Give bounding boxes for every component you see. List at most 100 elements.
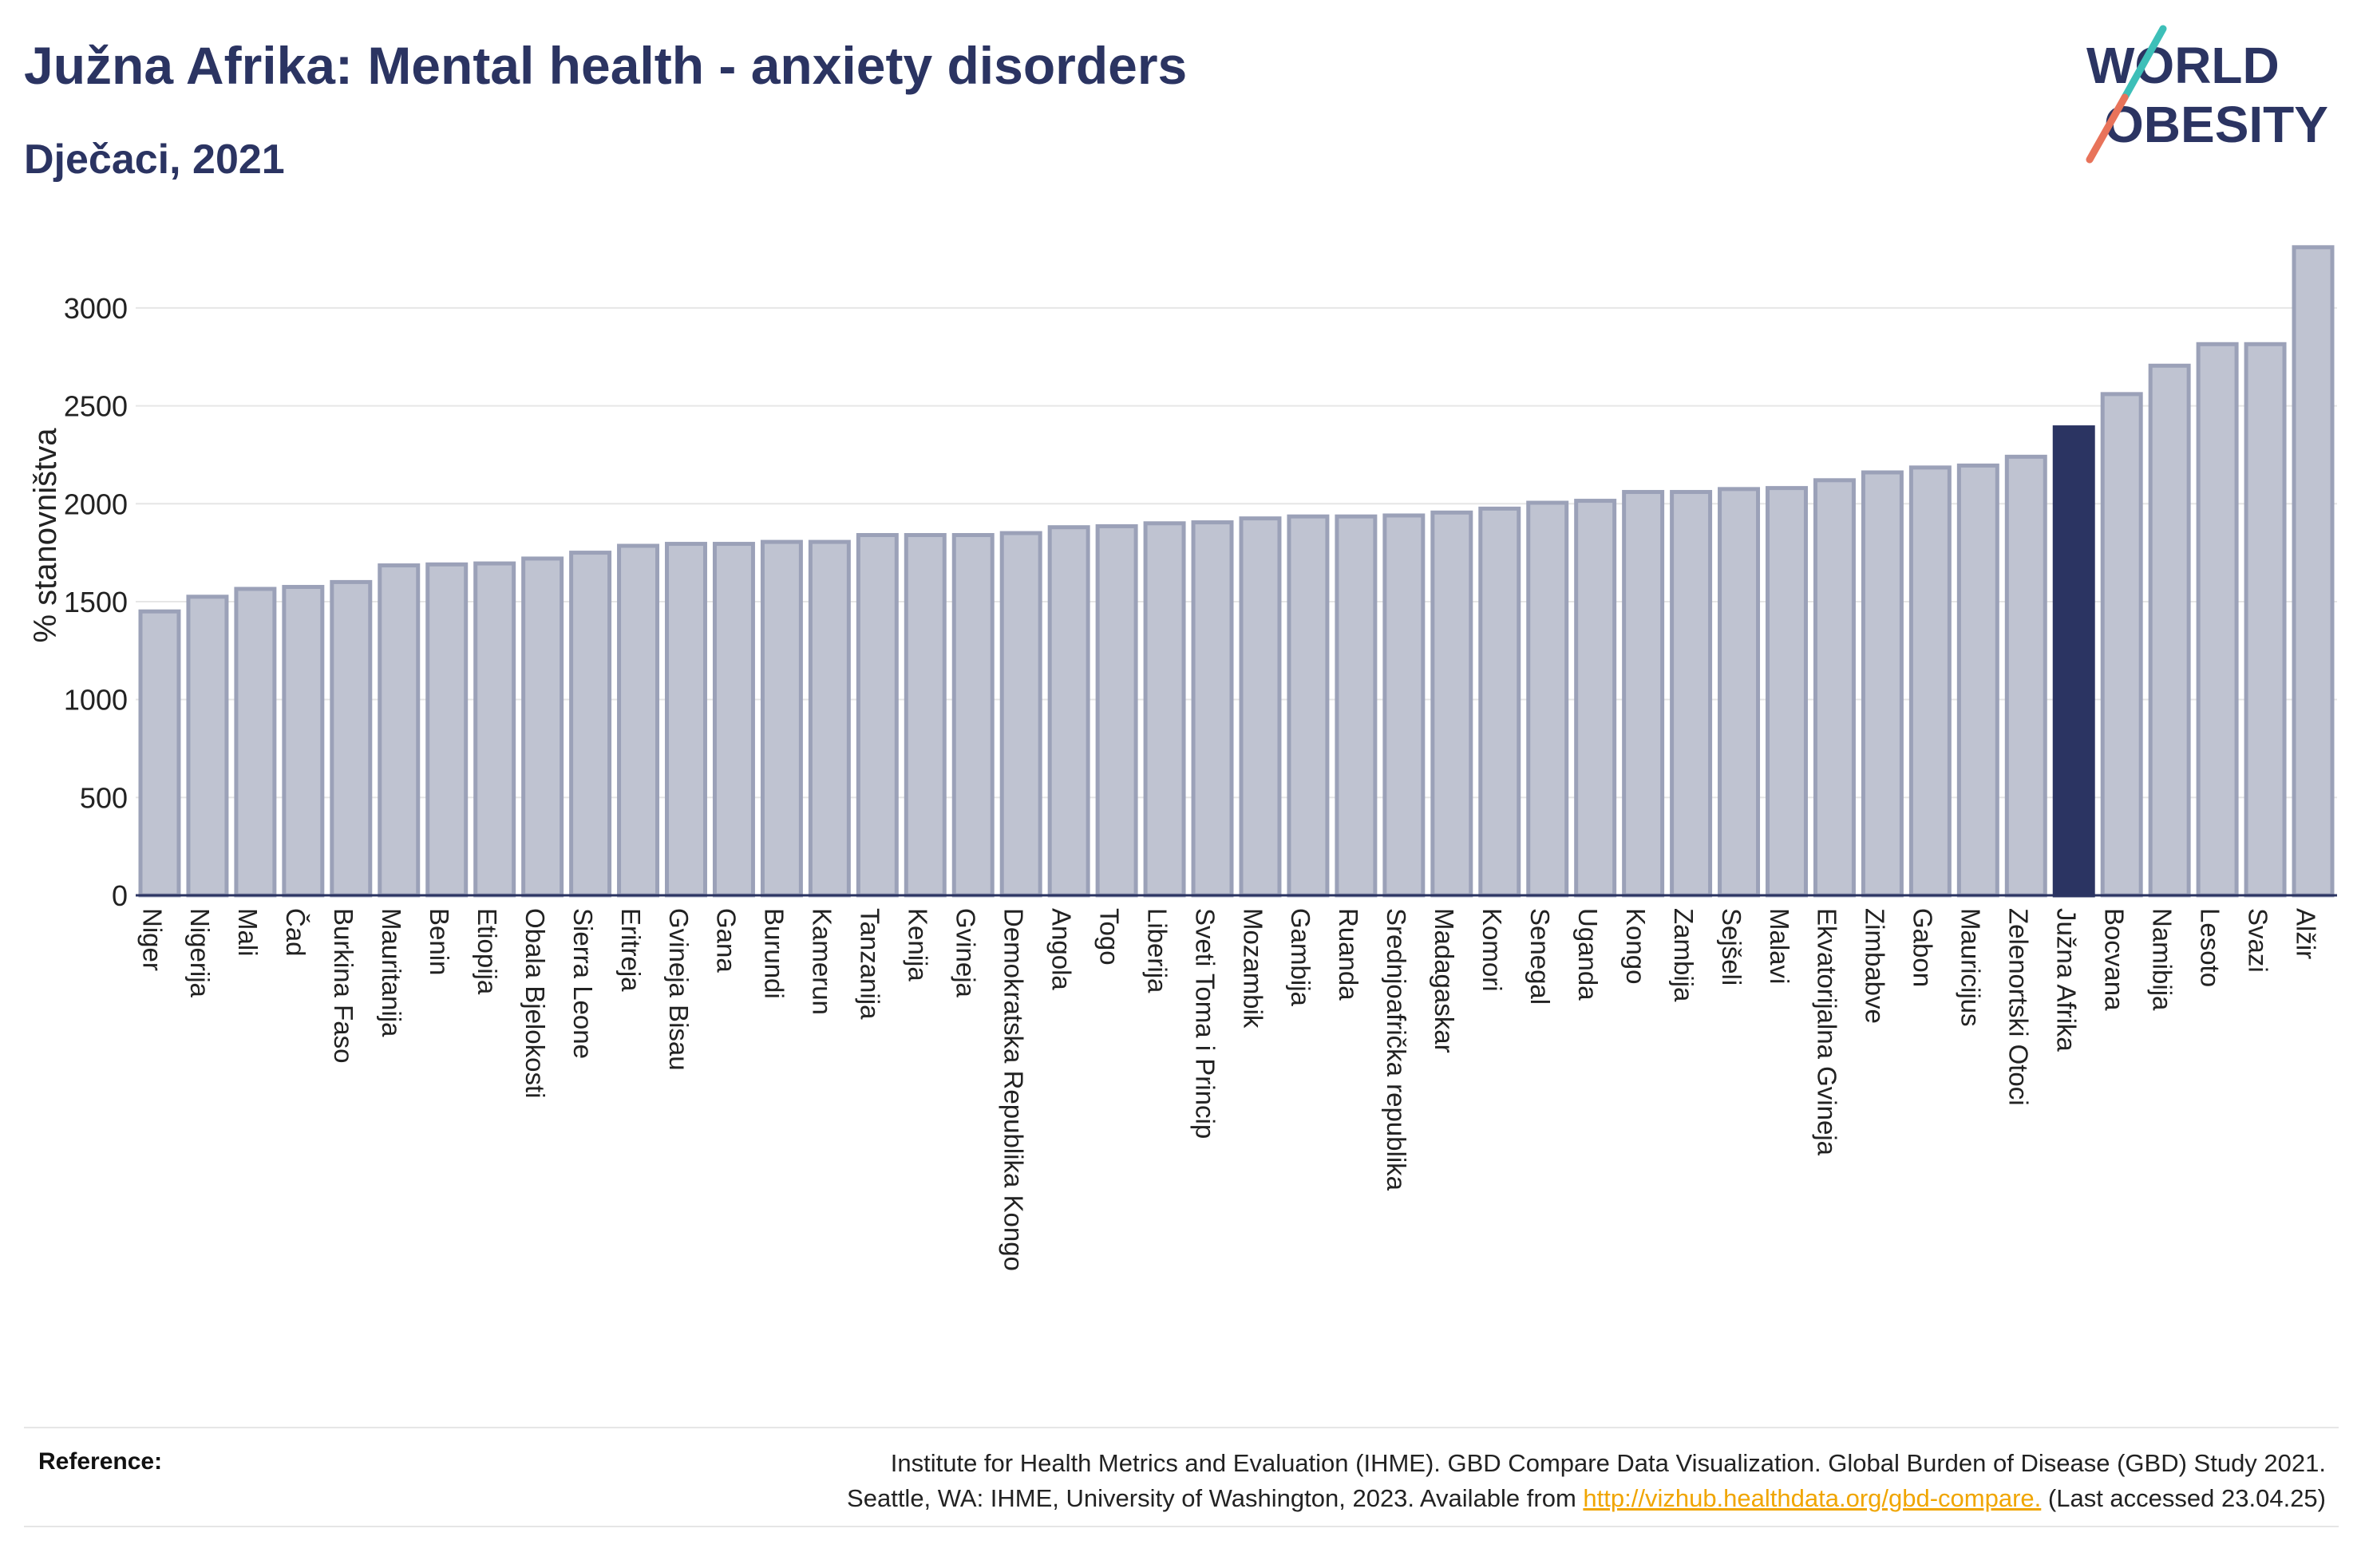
x-tick-label: Čad [281,908,310,957]
x-tick-label: Mali [233,908,263,957]
x-tick-label: Mozambik [1238,908,1268,1029]
bar-alžir [2292,245,2335,898]
bar-togo [1095,523,1138,898]
x-tick-label: Svazi [2243,908,2272,973]
logo-line1: WORLD [2086,37,2280,94]
chart-title: Južna Afrika: Mental health - anxiety di… [24,36,1188,95]
x-tick-label: Namibija [2147,908,2177,1011]
x-tick-label: Zelenortski Otoci [2004,908,2034,1106]
x-tick-label: Nigerija [185,908,215,998]
bar-kenija [904,533,947,898]
x-tick-label: Niger [137,908,167,971]
logo-slash-coral [2086,93,2129,164]
bar-ekvatorijalna-gvineja [1813,478,1856,898]
bar-mauricijus [1956,463,1999,898]
reference-text: Institute for Health Metrics and Evaluat… [847,1446,2326,1516]
x-tick-label: Komori [1477,908,1507,992]
reference-link[interactable]: http://vizhub.healthdata.org/gbd-compare… [1583,1484,2042,1512]
bar-niger [138,609,181,898]
x-tick-label: Južna Afrika [2052,908,2082,1052]
x-tick-label: Madagaskar [1430,908,1459,1053]
x-tick-label: Burundi [760,908,789,999]
x-tick-label: Uganda [1573,908,1603,1001]
bar-namibija [2148,363,2191,898]
bar-gana [712,542,755,898]
x-tick-label: Gvineja Bisau [664,908,694,1071]
bar-gabon [1908,465,1952,898]
reference-bottom-divider [24,1526,2339,1527]
bar-sveti-toma-i-princip [1191,520,1234,898]
bar-gvineja [951,533,995,898]
bar-benin [425,562,469,898]
x-tick-label: Benin [425,908,454,975]
y-tick-label: 1500 [64,586,128,618]
x-tick-label: Sejšeli [1717,908,1746,985]
x-tick-label: Angola [1046,908,1076,990]
y-axis-ticks: 0 500 1000 1500 2000 2500 3000 [64,292,128,912]
y-axis-title: % stanovništva [28,428,63,643]
bar-mali [234,587,277,898]
bar-zelenortski-otoci [2004,454,2047,898]
x-tick-label: Kenija [904,908,933,981]
bar-zimbabve [1861,470,1904,898]
reference-line2: Seattle, WA: IHME, University of Washing… [847,1481,2326,1516]
y-tick-label: 1000 [64,684,128,717]
bar-angola [1047,525,1090,898]
x-tick-label: Bocvana [2099,908,2129,1011]
bar-nigerija [186,594,229,898]
x-tick-label: Lesoto [2195,908,2225,987]
bar-burundi [760,539,803,898]
bar-liberija [1143,521,1186,898]
x-tick-label: Gvineja [951,908,981,998]
x-tick-label: Togo [1094,908,1124,966]
bar-ruanda [1335,514,1378,898]
logo-slash-teal [2121,25,2167,101]
bar-madagaskar [1430,510,1473,898]
y-tick-label: 3000 [64,292,128,325]
y-tick-label: 0 [112,879,128,912]
reference-line1: Institute for Health Metrics and Evaluat… [890,1449,2326,1477]
bar-gambija [1287,514,1330,898]
bar-čad [282,585,325,898]
x-tick-label: Alžir [2291,908,2320,959]
x-tick-label: Sierra Leone [568,908,598,1059]
x-tick-label: Etiopija [473,908,502,995]
x-tick-label: Sveti Toma i Princip [1190,908,1220,1139]
reference-top-divider [24,1427,2339,1428]
x-tick-label: Mauricijus [1956,908,1986,1027]
x-tick-label: Kamerun [808,908,837,1015]
logo-line2: OBESITY [2104,96,2328,153]
bar-etiopija [473,561,516,898]
bar-komori [1478,506,1521,898]
x-tick-label: Gambija [1286,908,1315,1007]
y-tick-label: 2500 [64,390,128,423]
bar-chart: 0 500 1000 1500 2000 2500 3000 Niger Nigerija Ma… [28,245,2337,1271]
x-tick-label: Obala Bjelokosti [520,908,550,1098]
x-tick-label: Ruanda [1334,908,1363,1001]
x-tick-label: Liberija [1142,908,1172,993]
chart-subtitle: Dječaci, 2021 [24,136,285,183]
x-tick-label: Zambija [1669,908,1699,1002]
reference-line2-prefix: Seattle, WA: IHME, University of Washing… [847,1484,1584,1512]
x-tick-label: Ekvatorijalna Gvineja [1813,908,1842,1156]
x-tick-label: Srednjoafrička republika [1382,908,1411,1191]
x-tick-label: Gana [712,908,742,973]
bar-svazi [2244,342,2287,898]
bar-sierra-leone [569,551,612,898]
x-tick-label: Eritreja [616,908,646,992]
bar-burkina-faso [330,579,373,898]
bar-kamerun [808,539,851,898]
bar-demokratska-republika-kongo [999,531,1042,898]
world-obesity-logo: WORLD OBESITY [2086,25,2328,164]
reference-label: Reference: [38,1448,163,1475]
y-tick-label: 2000 [64,488,128,520]
bar-kongo [1622,490,1665,898]
bar-mozambik [1239,516,1282,898]
x-tick-label: Malavi [1765,908,1794,984]
y-tick-label: 500 [80,781,128,814]
bar-tanzanija [856,533,899,898]
bar-malavi [1766,486,1808,898]
x-tick-label: Demokratska Republika Kongo [999,908,1028,1271]
reference-line2-suffix: (Last accessed 23.04.25) [2041,1484,2326,1512]
x-tick-label: Mauritanija [377,908,406,1037]
